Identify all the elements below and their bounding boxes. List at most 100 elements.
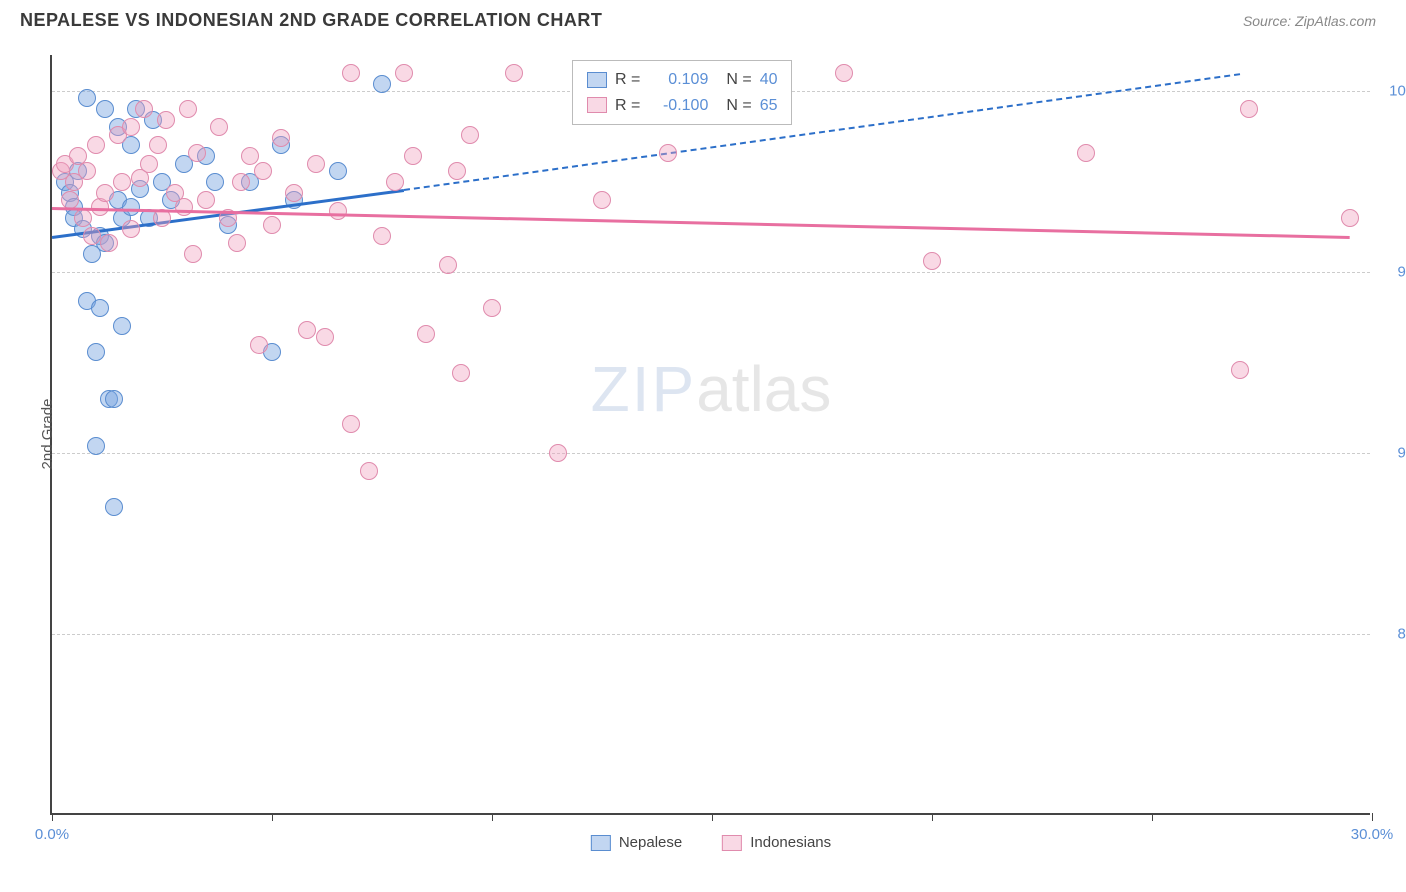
correlation-legend: R =0.109N =40R =-0.100N =65 <box>572 60 792 125</box>
x-tick <box>492 813 493 821</box>
scatter-point <box>461 126 479 144</box>
scatter-point <box>228 234 246 252</box>
x-tick-label: 0.0% <box>35 826 69 843</box>
legend-n-label: N = <box>726 67 751 93</box>
scatter-point <box>254 162 272 180</box>
legend-r-label: R = <box>615 93 640 119</box>
scatter-point <box>483 299 501 317</box>
scatter-point <box>83 227 101 245</box>
x-tick <box>932 813 933 821</box>
gridline <box>52 634 1370 635</box>
scatter-point <box>316 328 334 346</box>
x-tick <box>272 813 273 821</box>
scatter-point <box>74 209 92 227</box>
scatter-point <box>298 321 316 339</box>
scatter-point <box>329 162 347 180</box>
scatter-point <box>184 245 202 263</box>
scatter-point <box>135 100 153 118</box>
legend-row: R = 0.109 N = 40 <box>587 67 777 93</box>
scatter-point <box>96 100 114 118</box>
legend-n-value: 65 <box>760 93 778 119</box>
chart-title: NEPALESE VS INDONESIAN 2ND GRADE CORRELA… <box>20 10 602 31</box>
scatter-point <box>835 64 853 82</box>
watermark: ZIPatlas <box>591 352 832 426</box>
scatter-point <box>439 256 457 274</box>
scatter-point <box>188 144 206 162</box>
scatter-point <box>83 245 101 263</box>
scatter-point <box>395 64 413 82</box>
scatter-point <box>250 336 268 354</box>
scatter-point <box>113 317 131 335</box>
scatter-point <box>448 162 466 180</box>
scatter-point <box>78 162 96 180</box>
legend-r-label: R = <box>615 67 640 93</box>
scatter-point <box>122 118 140 136</box>
gridline <box>52 272 1370 273</box>
x-tick <box>712 813 713 821</box>
watermark-atlas: atlas <box>696 353 831 425</box>
legend-swatch <box>591 835 611 851</box>
scatter-point <box>179 100 197 118</box>
scatter-point <box>105 390 123 408</box>
scatter-point <box>157 111 175 129</box>
scatter-point <box>417 325 435 343</box>
scatter-point <box>197 191 215 209</box>
scatter-point <box>1231 361 1249 379</box>
scatter-point <box>373 227 391 245</box>
y-tick-label: 100.0% <box>1380 83 1406 100</box>
scatter-point <box>87 343 105 361</box>
scatter-point <box>87 437 105 455</box>
scatter-point <box>549 444 567 462</box>
x-tick <box>1152 813 1153 821</box>
legend-swatch <box>587 97 607 113</box>
scatter-point <box>241 147 259 165</box>
scatter-point <box>1077 144 1095 162</box>
scatter-point <box>452 364 470 382</box>
scatter-point <box>210 118 228 136</box>
scatter-point <box>360 462 378 480</box>
scatter-point <box>307 155 325 173</box>
legend-row: R =-0.100N =65 <box>587 93 777 119</box>
trend-line <box>52 207 1350 238</box>
legend-r-value: 0.109 <box>648 67 708 93</box>
chart-source: Source: ZipAtlas.com <box>1243 13 1376 29</box>
chart-container: 2nd Grade ZIPatlas 85.0%90.0%95.0%100.0%… <box>50 55 1370 815</box>
legend-series-name: Nepalese <box>619 834 682 851</box>
legend-series-name: Indonesians <box>750 834 831 851</box>
x-tick <box>1372 813 1373 821</box>
scatter-point <box>122 198 140 216</box>
scatter-point <box>61 191 79 209</box>
x-tick <box>52 813 53 821</box>
legend-n-label: N = <box>726 93 751 119</box>
scatter-point <box>78 89 96 107</box>
scatter-point <box>87 136 105 154</box>
scatter-point <box>1341 209 1359 227</box>
y-axis-title: 2nd Grade <box>39 399 56 470</box>
scatter-point <box>272 129 290 147</box>
scatter-point <box>373 75 391 93</box>
series-legend: Nepalese Indonesians <box>591 834 831 851</box>
scatter-point <box>329 202 347 220</box>
y-tick-label: 90.0% <box>1380 445 1406 462</box>
scatter-point <box>105 498 123 516</box>
scatter-point <box>100 234 118 252</box>
legend-item: Nepalese <box>591 834 682 851</box>
legend-item: Indonesians <box>722 834 831 851</box>
scatter-point <box>505 64 523 82</box>
scatter-point <box>91 299 109 317</box>
legend-swatch <box>722 835 742 851</box>
scatter-point <box>96 184 114 202</box>
scatter-point <box>404 147 422 165</box>
scatter-point <box>113 173 131 191</box>
scatter-point <box>232 173 250 191</box>
scatter-point <box>593 191 611 209</box>
scatter-point <box>923 252 941 270</box>
y-tick-label: 95.0% <box>1380 264 1406 281</box>
scatter-point <box>659 144 677 162</box>
legend-n-value: 40 <box>760 67 778 93</box>
y-tick-label: 85.0% <box>1380 626 1406 643</box>
scatter-point <box>206 173 224 191</box>
plot-area: 2nd Grade ZIPatlas 85.0%90.0%95.0%100.0%… <box>50 55 1370 815</box>
scatter-point <box>386 173 404 191</box>
scatter-point <box>122 220 140 238</box>
